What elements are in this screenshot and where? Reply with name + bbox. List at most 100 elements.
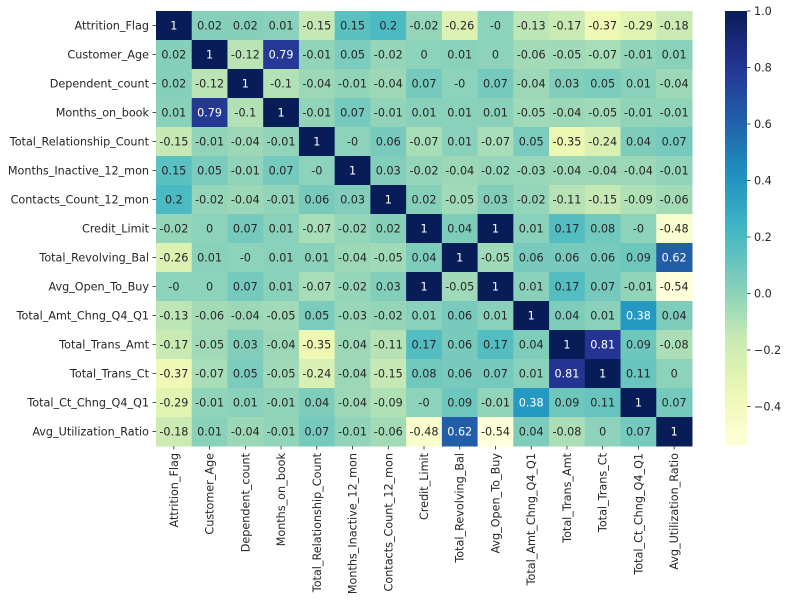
heatmap-cell [156,185,193,215]
cell-value-label: -0.04 [374,78,403,91]
cell-value-label: 1 [599,368,606,381]
heatmap-cell [549,388,586,418]
heatmap-cell [370,185,407,215]
heatmap-cell [441,127,479,157]
cell-value-label: 1 [278,107,285,120]
y-tick-label: Avg_Open_To_Buy [48,281,149,294]
y-tick-label: Months_on_book [56,107,150,120]
cell-value-label: 1 [242,78,249,91]
cell-value-label: 0.01 [269,20,294,33]
cell-value-label: -0.12 [195,78,224,91]
heatmap-cell [441,156,479,186]
heatmap-cell [549,69,586,99]
cell-value-label: 0.07 [269,165,294,178]
heatmap-cell [620,214,657,244]
cell-value-label: 0.2 [165,194,183,207]
heatmap-cell [656,214,693,244]
cell-value-label: -0.48 [660,223,689,236]
heatmap-cell [334,69,371,99]
colorbar: 1.0 0.8 0.6 0.4 0.2 0.0 −0.2 −0.4 [725,5,781,446]
cell-value-label: 0.81 [590,339,615,352]
heatmap-cell [620,359,657,389]
heatmap-cell [656,40,693,70]
cell-value-label: -0.11 [374,339,403,352]
cell-value-label: -0 [240,252,251,265]
cell-value-label: -0 [418,397,429,410]
cell-value-label: -0.12 [231,49,260,62]
heatmap-cell [477,185,514,215]
heatmap-cell [584,417,622,447]
cell-value-label: -0.01 [267,194,296,207]
heatmap-cell [334,40,371,70]
colorbar-tick-label: 0.2 [754,231,772,244]
heatmap-cell [227,156,264,186]
cell-value-label: 0.09 [626,339,651,352]
cell-value-label: -0.37 [159,368,188,381]
cell-value-label: 0.07 [626,426,651,439]
cell-value-label: 0.07 [483,368,508,381]
cell-value-label: -0.26 [159,252,188,265]
heatmap-cell [620,272,657,302]
heatmap-cell [549,185,586,215]
cell-value-label: 0.09 [626,252,651,265]
cell-value-label: 0.02 [197,20,222,33]
cell-value-label: -0.05 [552,49,581,62]
heatmap-cell [298,40,336,70]
y-tick-label: Total_Trans_Ct [69,368,150,381]
cell-value-label: 1 [385,194,392,207]
heatmap-cell [441,330,479,360]
heatmap-cell [263,301,300,331]
cell-value-label: 1 [492,281,499,294]
cell-value-label: -0.04 [624,165,653,178]
cell-value-label: -0.04 [552,107,581,120]
cell-value-label: 0.02 [233,20,258,33]
heatmap-cell [263,127,300,157]
heatmap-cell [441,11,479,41]
heatmap-cell [298,388,336,418]
heatmap-cell [298,417,336,447]
heatmap-cell [156,330,193,360]
cell-value-label: -0.04 [660,78,689,91]
heatmap-cell [441,243,479,273]
heatmap-cell [227,359,264,389]
cell-value-label: 0.07 [304,426,329,439]
heatmap-cell [513,243,550,273]
heatmap-cell [334,127,371,157]
colorbar-tick-label: 0.4 [754,174,772,187]
cell-value-label: -0 [347,136,358,149]
heatmap-cell [227,388,264,418]
cell-value-label: -0.03 [338,310,367,323]
x-tick-label: Attrition_Flag [168,453,181,527]
cell-value-label: -0.13 [517,20,546,33]
heatmap-cell [656,185,693,215]
heatmap-cell [513,388,550,418]
cell-value-label: 1 [671,426,678,439]
cell-value-label: -0.24 [588,136,617,149]
heatmap-cell [298,156,336,186]
heatmap-cell [656,330,693,360]
heatmap-cell [406,98,443,128]
cell-value-label: -0.04 [231,310,260,323]
cell-value-label: -0.18 [660,20,689,33]
heatmap-cell [334,359,371,389]
cell-value-label: 0.06 [519,252,544,265]
heatmap-cell [549,359,586,389]
heatmap-cell [477,11,514,41]
cell-value-label: 0.04 [304,397,329,410]
heatmap-cell [513,359,550,389]
heatmap-cell [549,214,586,244]
heatmap-cell [263,388,300,418]
cell-value-label: -0.01 [624,49,653,62]
cell-value-label: -0.07 [195,368,224,381]
heatmap-cell [549,98,586,128]
heatmap-cell [620,301,657,331]
heatmap-cell [334,417,371,447]
cell-value-label: 0.08 [590,223,615,236]
heatmap-cell [584,69,622,99]
cell-value-label: 0.05 [519,136,544,149]
x-tick-label: Months_Inactive_12_mon [347,453,360,594]
cell-value-label: -0.04 [517,78,546,91]
cell-value-label: -0.05 [374,252,403,265]
heatmap-cell [656,359,693,389]
cell-value-label: 0.01 [269,223,294,236]
